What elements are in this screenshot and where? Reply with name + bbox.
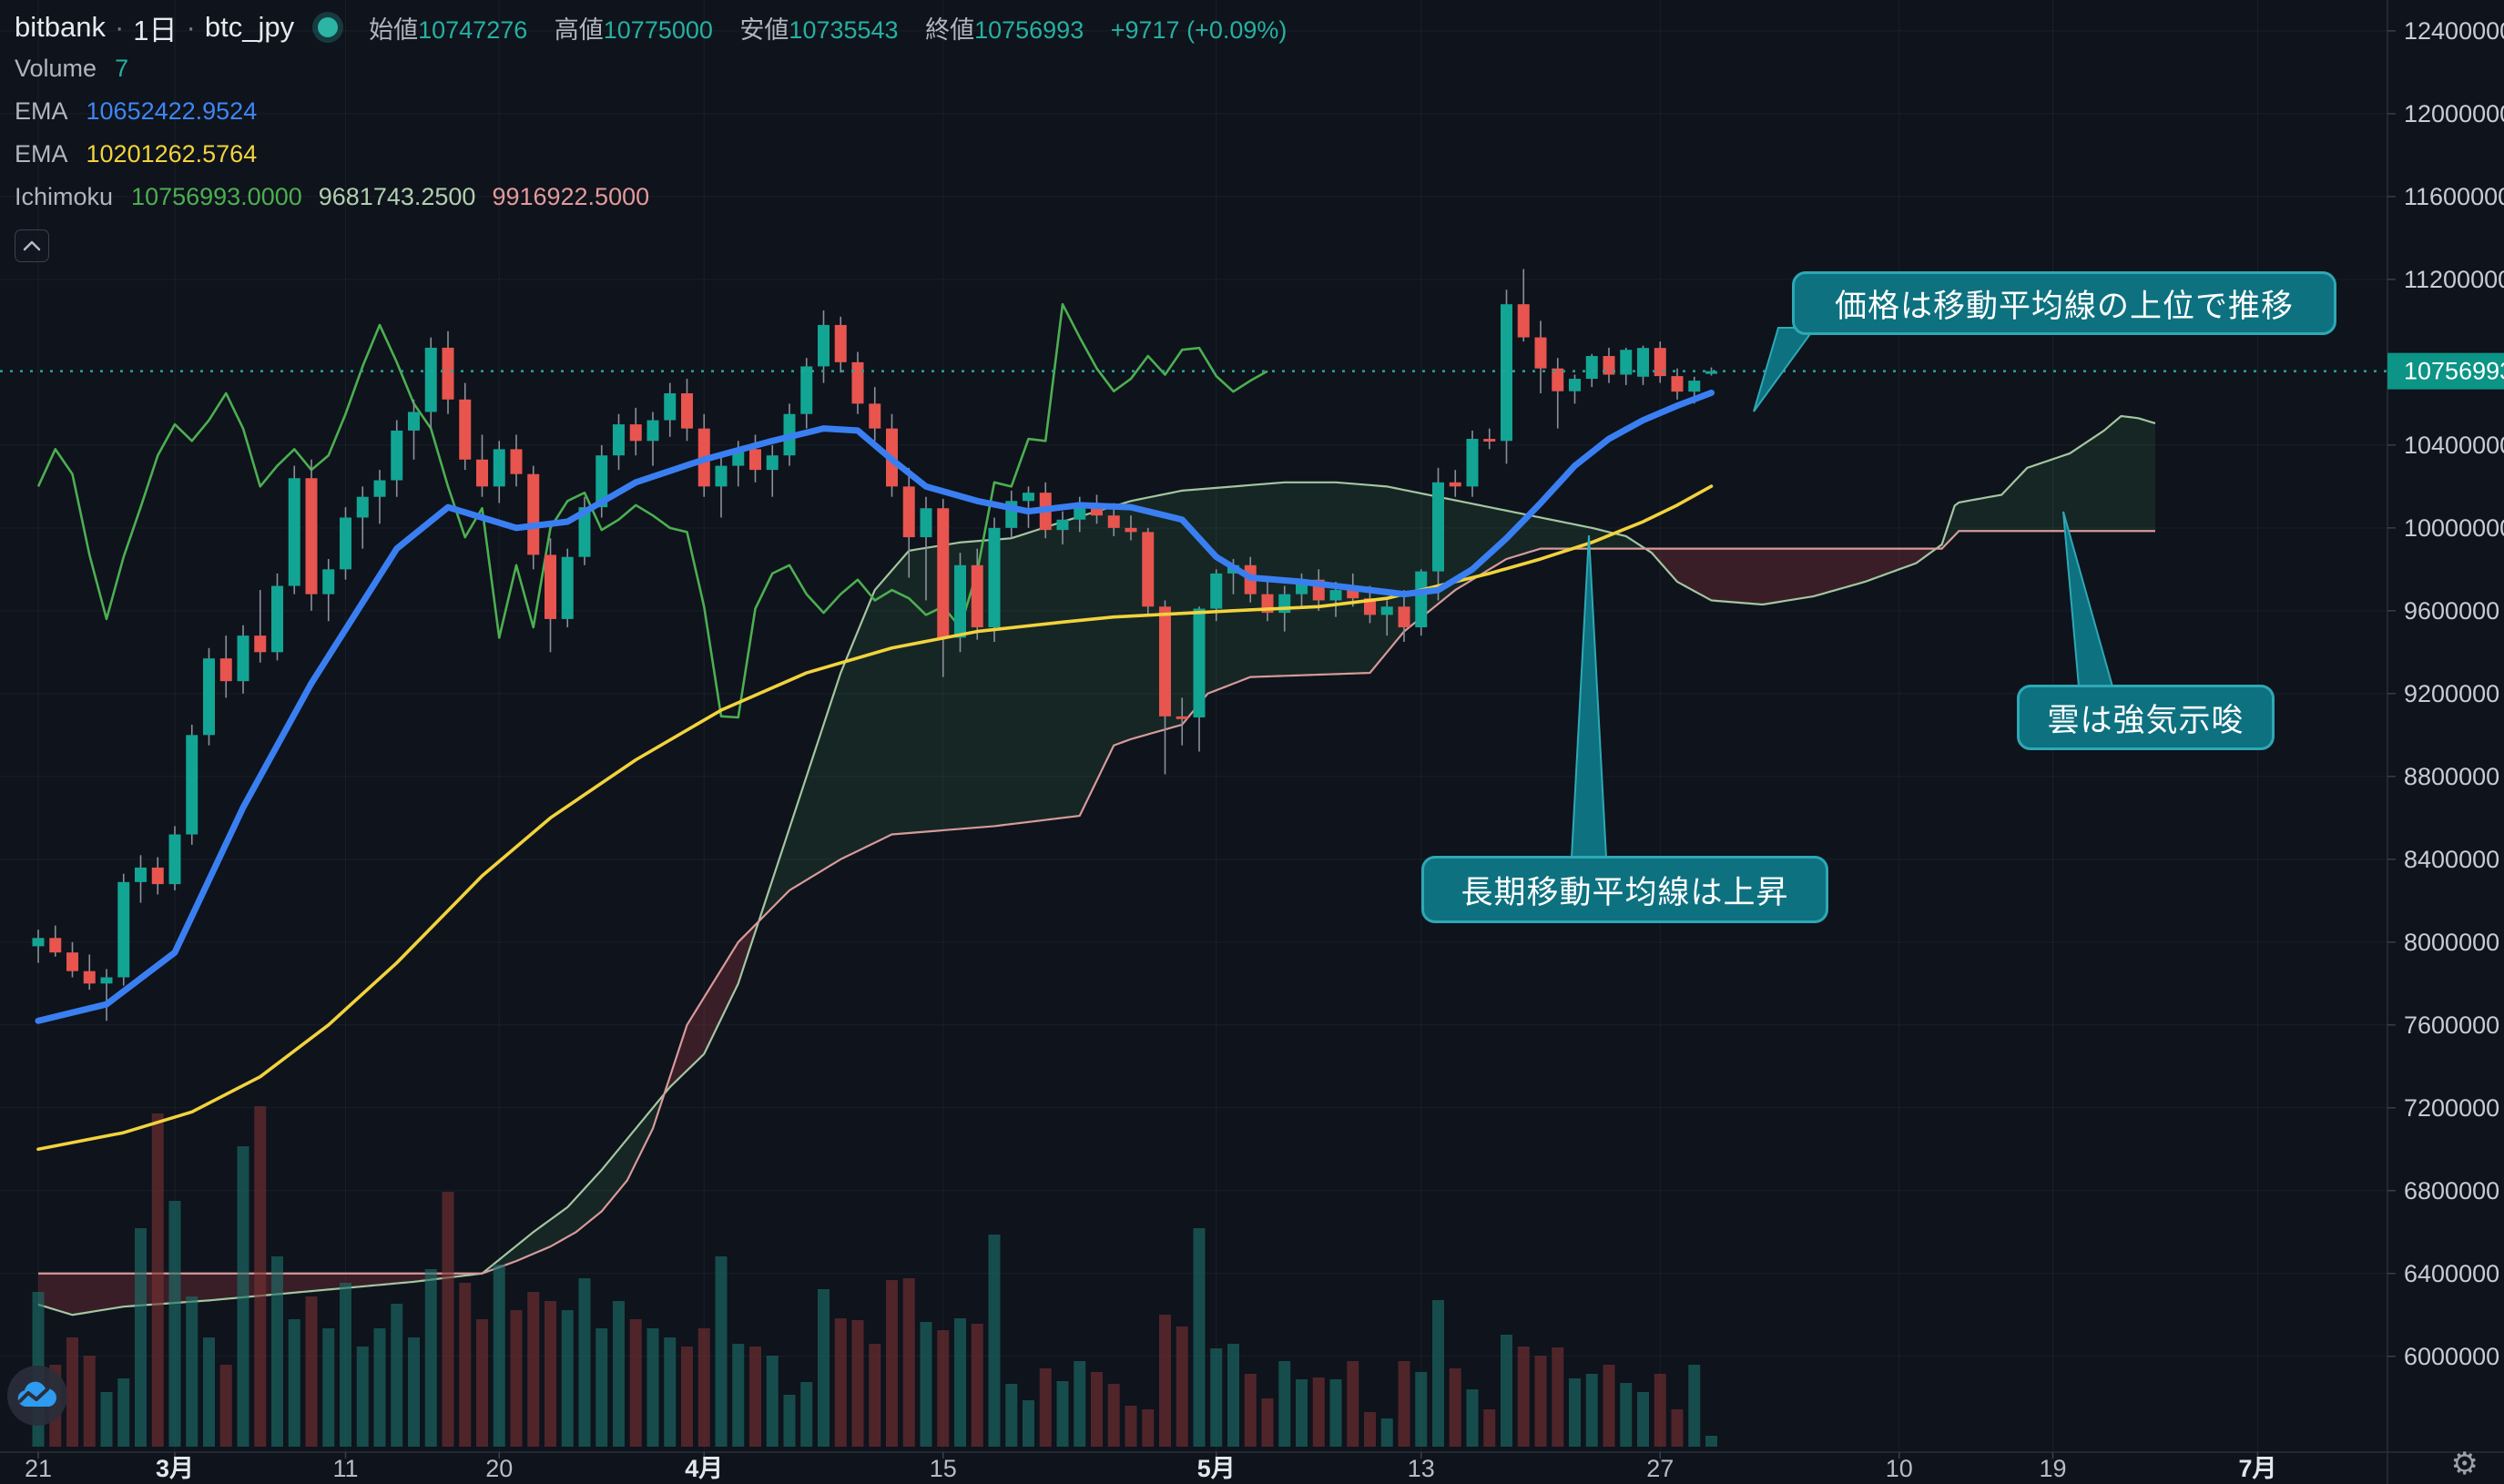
svg-text:10400000: 10400000 (2404, 432, 2504, 459)
ichimoku-indicator-row[interactable]: Ichimoku 10756993.0000 9681743.2500 9916… (15, 176, 1307, 219)
symbol-name[interactable]: btc_jpy (204, 11, 295, 43)
ema-fast-label: EMA (15, 97, 68, 125)
ichimoku-chikou-value: 10756993.0000 (131, 183, 302, 210)
ema-fast-indicator-row[interactable]: EMA 10652422.9524 (15, 90, 1307, 133)
svg-text:7月: 7月 (2238, 1455, 2276, 1482)
svg-text:6400000: 6400000 (2404, 1260, 2499, 1287)
close-label: 終値 (925, 15, 975, 44)
svg-text:8800000: 8800000 (2404, 763, 2499, 790)
high-value: 10775000 (603, 15, 713, 44)
legend: bitbank · 1日 · btc_jpy 始値10747276 高値1077… (15, 7, 1307, 262)
svg-text:13: 13 (1408, 1455, 1435, 1482)
svg-text:11600000: 11600000 (2404, 183, 2504, 210)
svg-text:9600000: 9600000 (2404, 597, 2499, 625)
svg-text:6800000: 6800000 (2404, 1177, 2499, 1204)
svg-text:7600000: 7600000 (2404, 1011, 2499, 1039)
close-value: 10756993 (974, 15, 1084, 44)
volume-indicator-row[interactable]: Volume 7 (15, 47, 1307, 90)
cloud-chart-logo-icon (17, 1381, 56, 1407)
low-label: 安値 (739, 15, 789, 44)
svg-text:8400000: 8400000 (2404, 846, 2499, 873)
svg-text:10: 10 (1886, 1455, 1913, 1482)
ema-slow-value: 10201262.5764 (86, 140, 258, 168)
svg-text:10756993: 10756993 (2404, 358, 2504, 385)
exchange-name[interactable]: bitbank (15, 11, 106, 43)
svg-text:6000000: 6000000 (2404, 1343, 2499, 1370)
svg-text:8000000: 8000000 (2404, 929, 2499, 956)
svg-text:11: 11 (332, 1455, 358, 1482)
annotation-callout-2[interactable]: 雲は強気示唆 (2017, 685, 2275, 750)
collapse-indicators-button[interactable] (15, 229, 49, 262)
chevron-up-icon (23, 240, 41, 251)
separator: · (186, 11, 196, 43)
time-axis[interactable]: 21 3月 11 20 4月 15 5月 13 27 10 19 7月 (25, 1452, 2277, 1482)
volume-value: 7 (115, 55, 129, 82)
ichimoku-label: Ichimoku (15, 183, 114, 210)
annotation-callout-3[interactable]: 長期移動平均線は上昇 (1421, 856, 1828, 923)
svg-text:15: 15 (930, 1455, 957, 1482)
timezone-settings-gear-icon[interactable]: ⚙ (2450, 1446, 2479, 1482)
ichimoku-lead1-value: 9681743.2500 (318, 183, 476, 210)
open-value: 10747276 (418, 15, 528, 44)
ema-slow-label: EMA (15, 140, 68, 168)
interval-selector[interactable]: 1日 (133, 14, 178, 46)
low-value: 10735543 (789, 15, 899, 44)
svg-text:7200000: 7200000 (2404, 1094, 2499, 1122)
volume-label: Volume (15, 55, 97, 82)
svg-text:12000000: 12000000 (2404, 100, 2504, 127)
svg-text:5月: 5月 (1197, 1455, 1236, 1482)
annotation-callout-1[interactable]: 価格は移動平均線の上位で推移 (1792, 271, 2336, 335)
svg-text:20: 20 (485, 1455, 513, 1482)
svg-text:9200000: 9200000 (2404, 680, 2499, 707)
svg-text:19: 19 (2039, 1455, 2066, 1482)
svg-text:3月: 3月 (156, 1455, 194, 1482)
ema-slow-indicator-row[interactable]: EMA 10201262.5764 (15, 133, 1307, 176)
platform-logo[interactable] (7, 1366, 67, 1426)
svg-text:4月: 4月 (685, 1455, 723, 1482)
current-price-tag: 10756993 (2387, 352, 2504, 390)
price-axis[interactable]: 12400000 12000000 11600000 11200000 10400000… (2387, 17, 2504, 1370)
svg-text:11200000: 11200000 (2404, 266, 2504, 293)
ema-fast-value: 10652422.9524 (86, 97, 258, 125)
svg-text:21: 21 (25, 1455, 52, 1482)
ichimoku-lead2-value: 9916922.5000 (492, 183, 650, 210)
open-label: 始値 (369, 15, 419, 44)
svg-text:10000000: 10000000 (2404, 514, 2504, 542)
svg-text:27: 27 (1646, 1455, 1674, 1482)
separator: · (114, 11, 125, 43)
change-value: +9717 (+0.09%) (1110, 15, 1288, 44)
high-label: 高値 (554, 15, 604, 44)
svg-text:12400000: 12400000 (2404, 17, 2504, 45)
market-status-icon (318, 17, 339, 37)
